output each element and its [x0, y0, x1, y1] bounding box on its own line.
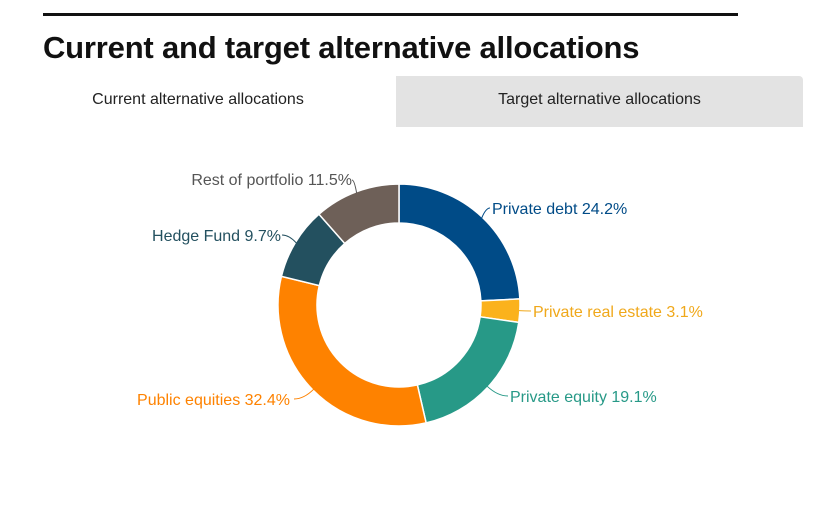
slice-label: Private real estate 3.1%	[533, 304, 703, 321]
top-rule	[43, 13, 738, 16]
slice-public-equities[interactable]	[277, 275, 428, 427]
page-title: Current and target alternative allocatio…	[43, 30, 640, 65]
slice-label: Rest of portfolio 11.5%	[191, 172, 352, 189]
slice-labels: Private debt 24.2% Private real estate 3.…	[137, 172, 703, 409]
tab-current-allocations[interactable]: Current alternative allocations	[0, 76, 396, 127]
donut-slices	[277, 183, 521, 427]
leader-line	[281, 234, 297, 244]
donut-chart: Private debt 24.2% Private real estate 3.…	[137, 172, 703, 427]
label-leader-lines	[281, 179, 532, 400]
leader-line	[351, 179, 358, 193]
leader-line	[293, 388, 314, 400]
slice-rest-of-portfolio[interactable]	[317, 183, 400, 245]
tab-bar: Current alternative allocations Target a…	[0, 76, 803, 127]
slice-label: Hedge Fund 9.7%	[152, 228, 281, 245]
slice-private-equity[interactable]	[416, 315, 520, 424]
slice-label: Public equities 32.4%	[137, 392, 290, 409]
slice-label: Private equity 19.1%	[510, 389, 657, 406]
leader-line	[486, 385, 509, 397]
leader-line	[481, 207, 491, 219]
slice-label: Private debt 24.2%	[492, 201, 627, 218]
tab-target-allocations[interactable]: Target alternative allocations	[396, 76, 803, 127]
